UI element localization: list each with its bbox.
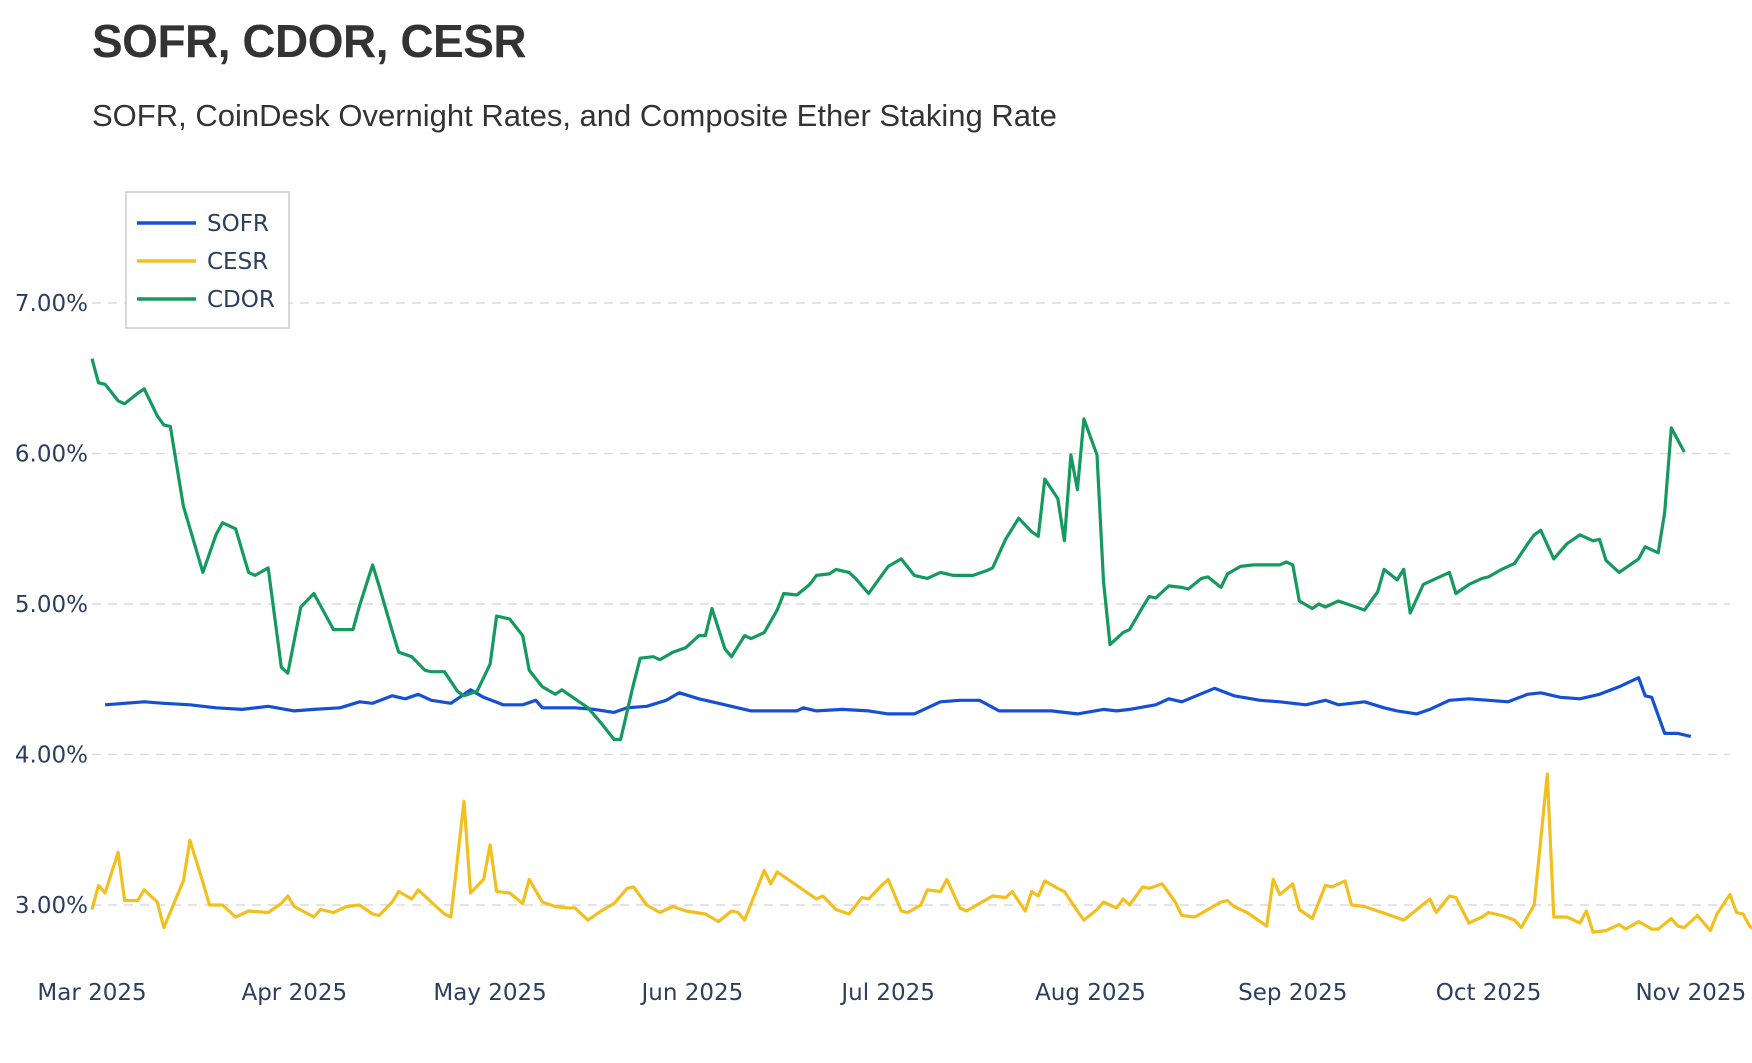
x-tick-label: May 2025	[433, 980, 546, 1006]
x-tick-label: Jun 2025	[639, 980, 743, 1006]
legend-label-cdor: CDOR	[207, 287, 275, 313]
series-lines	[90, 358, 1752, 934]
x-tick-label: Oct 2025	[1436, 980, 1542, 1006]
x-tick-label: Mar 2025	[37, 980, 146, 1006]
legend-label-sofr: SOFR	[207, 211, 269, 237]
x-tick-label: Aug 2025	[1035, 980, 1146, 1006]
y-tick-label: 4.00%	[15, 743, 88, 769]
x-tick-label: Jul 2025	[839, 980, 935, 1006]
series-line-cesr	[90, 772, 1752, 934]
gridlines	[92, 302, 1730, 906]
y-tick-label: 5.00%	[15, 592, 88, 618]
x-tick-label: Nov 2025	[1635, 980, 1746, 1006]
y-tick-label: 6.00%	[15, 442, 88, 468]
x-axis-ticks: Mar 2025 Apr 2025 May 2025 Jun 2025 Jul 2025…	[37, 980, 1746, 1006]
series-line-cdor	[90, 358, 1686, 742]
x-tick-label: Apr 2025	[241, 980, 347, 1006]
y-axis-ticks: 3.00% 4.00% 5.00% 6.00% 7.00%	[15, 291, 88, 919]
chart-title: SOFR, CDOR, CESR	[92, 15, 527, 67]
series-line-sofr	[104, 676, 1692, 738]
y-tick-label: 7.00%	[15, 291, 88, 317]
y-tick-label: 3.00%	[15, 893, 88, 919]
x-tick-label: Sep 2025	[1238, 980, 1347, 1006]
legend: SOFR CESR CDOR	[125, 191, 290, 329]
legend-label-cesr: CESR	[207, 249, 268, 275]
chart-subtitle: SOFR, CoinDesk Overnight Rates, and Comp…	[92, 98, 1057, 133]
